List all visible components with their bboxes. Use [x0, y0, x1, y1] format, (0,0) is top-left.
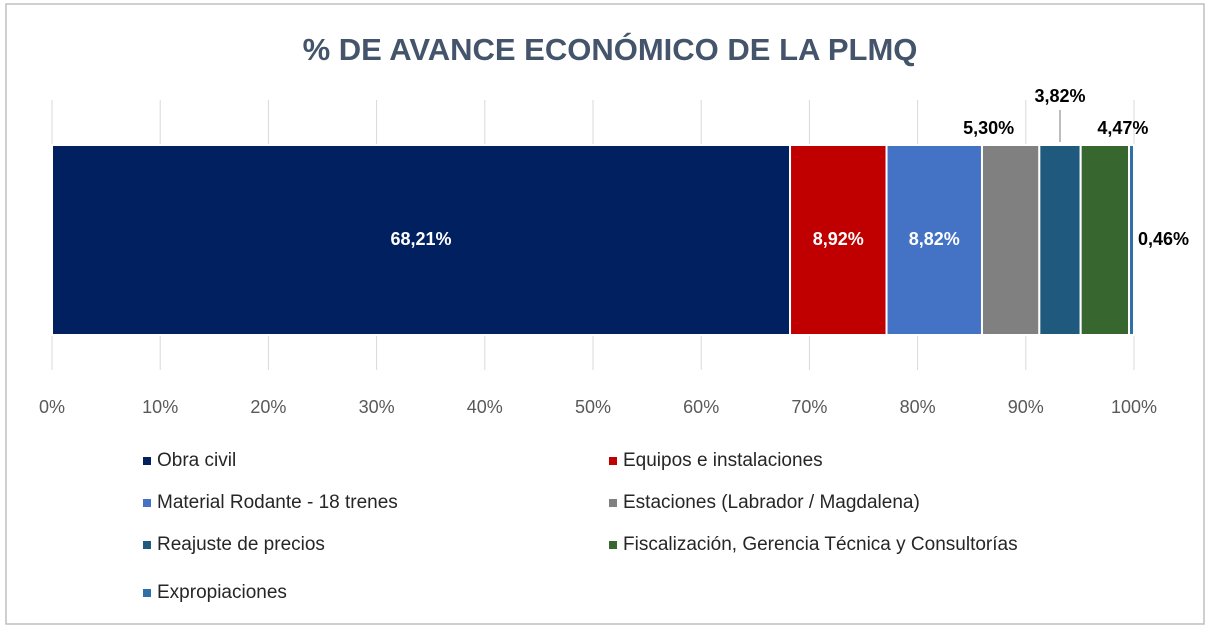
legend-marker [609, 499, 617, 507]
x-tick-label: 70% [791, 397, 827, 417]
x-tick-label: 0% [39, 397, 65, 417]
legend-marker [143, 589, 151, 597]
bar-segment [885, 144, 983, 336]
legend-label: Fiscalización, Gerencia Técnica y Consul… [623, 534, 1018, 555]
bar-segment [789, 144, 888, 336]
data-label: 4,47% [1097, 118, 1148, 138]
x-tick-label: 10% [142, 397, 178, 417]
bar-segment [980, 144, 1041, 336]
legend-marker [143, 499, 151, 507]
x-tick-label: 20% [250, 397, 286, 417]
x-tick-label: 90% [1008, 397, 1044, 417]
chart-title: % DE AVANCE ECONÓMICO DE LA PLMQ [303, 31, 918, 67]
data-label: 0,46% [1138, 229, 1189, 249]
bar-segment [1038, 144, 1082, 336]
legend-marker [609, 541, 617, 549]
x-tick-label: 100% [1111, 397, 1157, 417]
data-label: 3,82% [1034, 86, 1085, 106]
x-tick-label: 50% [575, 397, 611, 417]
legend-label: Reajuste de precios [157, 534, 325, 555]
legend-label: Obra civil [157, 450, 236, 471]
data-label: 5,30% [963, 118, 1014, 138]
legend-marker [609, 457, 617, 465]
x-tick-label: 40% [467, 397, 503, 417]
data-label: 8,92% [813, 229, 864, 249]
bar-segment [1128, 144, 1136, 336]
x-tick-label: 30% [359, 397, 395, 417]
x-tick-label: 60% [683, 397, 719, 417]
x-tick-label: 80% [900, 397, 936, 417]
data-label: 68,21% [390, 229, 451, 249]
legend-label: Equipos e instalaciones [623, 450, 823, 471]
legend-marker [143, 541, 151, 549]
legend-label: Material Rodante - 18 trenes [157, 492, 398, 513]
legend-label: Estaciones (Labrador / Magdalena) [623, 492, 920, 513]
bar-segment [51, 144, 792, 336]
legend-marker [143, 457, 151, 465]
legend-label: Expropiaciones [157, 582, 287, 603]
bar-segment [1079, 144, 1131, 336]
data-label: 8,82% [909, 229, 960, 249]
